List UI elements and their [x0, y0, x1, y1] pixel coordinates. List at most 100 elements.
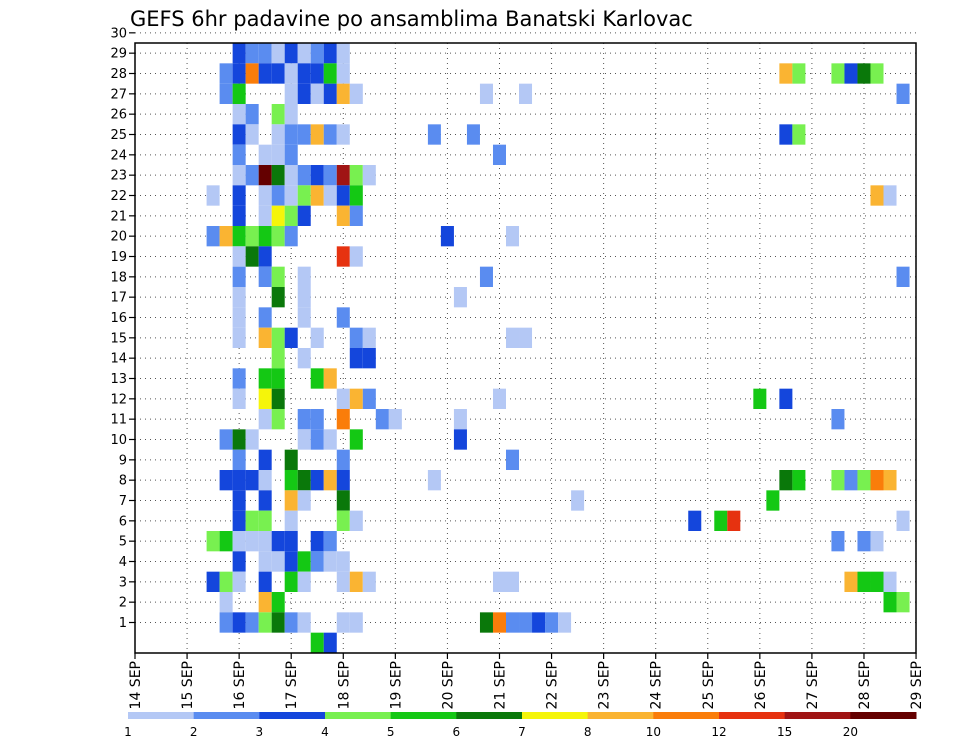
heatmap-cell	[519, 612, 533, 633]
heatmap-cell	[232, 144, 246, 165]
x-tick-label: 14 SEP	[128, 661, 144, 709]
heatmap-cell	[232, 205, 246, 226]
heatmap-cell	[245, 470, 259, 491]
y-tick-label: 21	[110, 209, 127, 224]
heatmap-cell	[349, 510, 363, 531]
heatmap-cell	[232, 510, 246, 531]
x-tick-label: 23 SEP	[597, 661, 613, 709]
heatmap-cell	[779, 124, 793, 145]
heatmap-cell	[870, 63, 884, 84]
color-legend: 1 2 3 4 5 6 7 8 10 12 15 20	[124, 712, 917, 739]
legend-color-swatch	[259, 712, 326, 719]
y-tick-label: 3	[119, 575, 127, 590]
heatmap-cell	[271, 531, 285, 552]
heatmap-cell	[323, 83, 337, 104]
heatmap-cell	[466, 124, 480, 145]
heatmap-cell	[831, 63, 845, 84]
heatmap-cell	[323, 470, 337, 491]
heatmap-cell	[440, 226, 454, 247]
heatmap-cell	[297, 571, 311, 592]
heatmap-cell	[232, 83, 246, 104]
heatmap-cell	[245, 124, 259, 145]
heatmap-cell	[219, 470, 233, 491]
heatmap-cell	[232, 470, 246, 491]
heatmap-cell	[349, 185, 363, 206]
heatmap-cell	[258, 409, 272, 430]
heatmap-cell	[245, 612, 259, 633]
y-tick-label: 14	[110, 352, 127, 367]
heatmap-cell	[232, 104, 246, 125]
heatmap-cell	[258, 43, 272, 64]
heatmap-cell	[349, 388, 363, 409]
x-tick-label: 17 SEP	[284, 661, 300, 709]
heatmap-cell	[232, 531, 246, 552]
heatmap-cell	[688, 510, 702, 531]
heatmap-cell	[844, 470, 858, 491]
heatmap-cell	[258, 510, 272, 531]
heatmap-cell	[362, 571, 376, 592]
heatmap-cell	[505, 327, 520, 348]
x-tick-label: 20 SEP	[440, 661, 456, 709]
heatmap-cell	[479, 83, 493, 104]
legend-color-swatch	[850, 712, 917, 719]
heatmap-cell	[258, 144, 272, 165]
legend-tick-label: 10	[646, 725, 661, 739]
heatmap-cell	[271, 388, 285, 409]
heatmap-cell	[245, 104, 259, 125]
y-tick-label: 28	[110, 67, 127, 82]
legend-tick-label: 4	[321, 725, 329, 739]
heatmap-cell	[258, 449, 272, 470]
heatmap-cell	[349, 348, 363, 369]
heatmap-cell	[310, 83, 324, 104]
legend-color-swatch	[522, 712, 589, 719]
heatmap-cell	[831, 409, 845, 430]
heatmap-cell	[336, 63, 350, 84]
legend-tick-label: 5	[387, 725, 395, 739]
legend-tick-label: 8	[584, 725, 592, 739]
heatmap-cell	[857, 531, 871, 552]
heatmap-cell	[896, 510, 910, 531]
heatmap-cell	[297, 43, 311, 64]
heatmap-cell	[232, 612, 246, 633]
y-tick-label: 30	[110, 26, 127, 41]
y-tick-label: 5	[119, 535, 127, 550]
heatmap-cell	[323, 185, 337, 206]
heatmap-cell	[362, 165, 376, 186]
heatmap-cell	[284, 165, 298, 186]
heatmap-cell	[258, 571, 272, 592]
heatmap-cell	[336, 246, 350, 267]
heatmap-cell	[323, 63, 337, 84]
heatmap-cell	[258, 470, 272, 491]
heatmap-cell	[284, 490, 298, 511]
heatmap-cell	[284, 43, 298, 64]
heatmap-cell	[479, 266, 493, 287]
y-tick-label: 7	[119, 494, 127, 509]
x-tick-label: 25 SEP	[701, 661, 717, 709]
heatmap-cell	[323, 429, 337, 450]
legend-color-swatch	[128, 712, 195, 719]
legend-tick-label: 6	[453, 725, 461, 739]
heatmap-cell	[766, 490, 780, 511]
y-tick-label: 4	[119, 555, 127, 570]
heatmap-cell	[232, 246, 246, 267]
heatmap-cell	[870, 571, 884, 592]
heatmap-cell	[362, 327, 376, 348]
heatmap-cell	[505, 226, 520, 247]
heatmap-cell	[519, 327, 533, 348]
heatmap-cell	[232, 43, 246, 64]
heatmap-cell	[284, 551, 298, 572]
heatmap-cell	[297, 165, 311, 186]
heatmap-cell	[362, 388, 376, 409]
heatmap-cell	[284, 83, 298, 104]
y-axis-ticks: 1234567891011121314151617181920212223242…	[110, 26, 135, 631]
heatmap-cell	[349, 83, 363, 104]
heatmap-cell	[362, 348, 376, 369]
heatmap-cell	[310, 429, 324, 450]
heatmap-cell	[336, 307, 350, 328]
heatmap-cell	[271, 43, 285, 64]
heatmap-cell	[232, 287, 246, 308]
heatmap-cell	[388, 409, 402, 430]
heatmap-cell	[258, 592, 272, 613]
heatmap-cell	[336, 165, 350, 186]
heatmap-cell	[297, 348, 311, 369]
